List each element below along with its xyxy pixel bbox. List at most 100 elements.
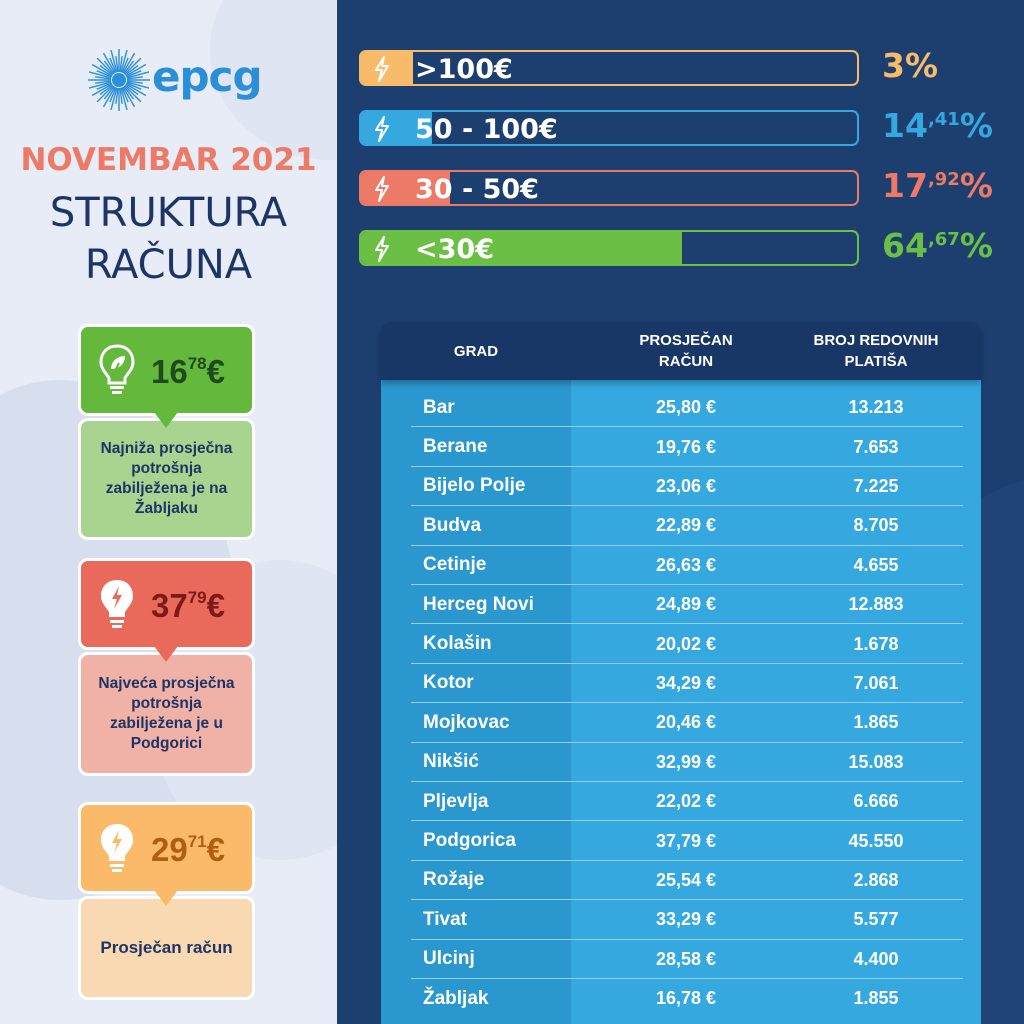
cell-average: 34,29 € [655, 672, 717, 693]
lightning-icon [375, 236, 389, 262]
lowest-average-card: 1678€ Najniža prosječna potrošnja zabilj… [78, 324, 255, 540]
cell-count: 5.577 [853, 909, 899, 930]
table-row: Rožaje 25,54 € 2.868 [381, 861, 981, 901]
card-pointer [154, 412, 178, 428]
cell-count: 12.883 [848, 594, 904, 615]
cell-count: 1.678 [853, 633, 899, 654]
cell-count: 6.666 [853, 791, 899, 812]
table-row: Cetinje 26,63 € 4.655 [381, 546, 981, 585]
overall-average-card: 2971€ Prosječan račun [78, 802, 255, 1000]
column-header-average: PROSJEČAN RAČUN [639, 332, 733, 370]
cell-city: Kolašin [423, 633, 492, 655]
bar-track: >100€ [359, 50, 859, 86]
cell-average: 33,29 € [655, 909, 717, 930]
cell-count: 1.865 [853, 712, 899, 733]
table-row: Bar 25,80 € 13.213 [381, 388, 981, 428]
month-heading: NOVEMBAR 2021 [20, 142, 317, 178]
lightning-icon [375, 56, 389, 82]
table-body: Bar 25,80 € 13.213 Berane 19,76 € 7.653 Bijelo… [381, 378, 981, 1024]
cell-city: Pljevlja [423, 790, 489, 812]
bar-category-label: 50 - 100€ [415, 114, 558, 145]
cell-count: 45.550 [848, 830, 904, 851]
row-separator [411, 741, 963, 743]
lightning-bulb-icon [101, 824, 133, 872]
epcg-logo: epcg [86, 40, 263, 120]
bar-value-label: 64,67% [882, 226, 993, 265]
highest-average-card: 3779€ Najveća prosječna potrošnja zabilj… [78, 558, 255, 776]
card-description: Najniža prosječna potrošnja zabilježena … [78, 418, 255, 540]
card-value: 1678€ [151, 353, 225, 390]
bar-track: 50 - 100€ [359, 110, 859, 146]
cell-city: Budva [423, 514, 482, 536]
cell-count: 15.083 [848, 751, 904, 772]
table-row: Pljevlja 22,02 € 6.666 [381, 782, 981, 822]
row-separator [411, 505, 963, 507]
cell-city: Bar [423, 396, 455, 418]
bar-value-label: 17,92% [882, 166, 993, 205]
cell-average: 20,46 € [655, 712, 717, 733]
table-row: Kolašin 20,02 € 1.678 [381, 624, 981, 664]
column-header-city: GRAD [453, 342, 499, 360]
cell-city: Cetinje [423, 554, 487, 576]
sun-icon [88, 49, 150, 111]
table-row: Herceg Novi 24,89 € 12.883 [381, 585, 981, 625]
row-separator [411, 465, 963, 467]
cell-city: Žabljak [423, 987, 489, 1009]
cell-city: Podgorica [423, 830, 516, 852]
cell-average: 23,06 € [655, 475, 717, 496]
title-line-2: RAČUNA [84, 242, 253, 288]
cell-city: Berane [423, 436, 488, 458]
row-separator [411, 780, 963, 782]
lightning-bulb-icon [101, 580, 133, 628]
row-separator [411, 426, 963, 428]
table-row: Tivat 33,29 € 5.577 [381, 900, 981, 940]
table-row: Nikšić 32,99 € 15.083 [381, 743, 981, 782]
table-row: Žabljak 16,78 € 1.855 [381, 979, 981, 1018]
table-row: Berane 19,76 € 7.653 [381, 427, 981, 467]
cell-count: 7.653 [853, 436, 899, 457]
cell-average: 22,89 € [655, 515, 717, 536]
lightning-icon [375, 116, 389, 142]
cell-average: 22,02 € [655, 791, 717, 812]
row-separator [411, 820, 963, 822]
row-separator [411, 544, 963, 546]
cell-city: Nikšić [423, 751, 479, 773]
card-pointer [154, 890, 178, 906]
row-separator [411, 938, 963, 940]
row-separator [411, 859, 963, 861]
card-header: 2971€ [78, 802, 255, 894]
card-header: 1678€ [78, 324, 255, 416]
row-separator [411, 583, 963, 585]
table-row: Mojkovac 20,46 € 1.865 [381, 703, 981, 743]
title-line-1: STRUKTURA [49, 190, 288, 236]
cell-city: Rožaje [423, 869, 485, 891]
cell-average: 26,63 € [655, 554, 717, 575]
table-row: Podgorica 37,79 € 45.550 [381, 821, 981, 861]
cell-count: 2.868 [853, 869, 899, 890]
column-header-count: BROJ REDOVNIH PLATIŠA [813, 332, 939, 370]
logo-text: epcg [152, 52, 263, 101]
cell-average: 25,80 € [655, 397, 717, 418]
lightning-icon [375, 176, 389, 202]
cell-average: 20,02 € [655, 633, 717, 654]
card-value: 3779€ [151, 587, 225, 624]
bar-category-label: >100€ [415, 54, 513, 85]
leaf-bulb-icon [99, 344, 135, 394]
city-column-background [381, 378, 571, 1024]
cell-count: 8.705 [853, 515, 899, 536]
bar-fill [361, 172, 450, 204]
row-separator [411, 977, 963, 979]
bar-value-label: 14,41% [882, 106, 993, 145]
card-pointer [154, 646, 178, 662]
cell-average: 28,58 € [655, 948, 717, 969]
cell-city: Herceg Novi [423, 593, 534, 615]
card-description: Najveća prosječna potrošnja zabilježena … [78, 652, 255, 776]
table-row: Kotor 34,29 € 7.061 [381, 664, 981, 704]
cell-average: 19,76 € [655, 436, 717, 457]
cell-average: 25,54 € [655, 869, 717, 890]
cell-count: 7.225 [853, 475, 899, 496]
cell-count: 4.655 [853, 554, 899, 575]
cell-count: 4.400 [853, 948, 899, 969]
row-separator [411, 662, 963, 664]
right-panel: >100€ 3% 50 - 100€ 14,41% 30 - 50€ 17,92% <30€… [337, 0, 1024, 1024]
